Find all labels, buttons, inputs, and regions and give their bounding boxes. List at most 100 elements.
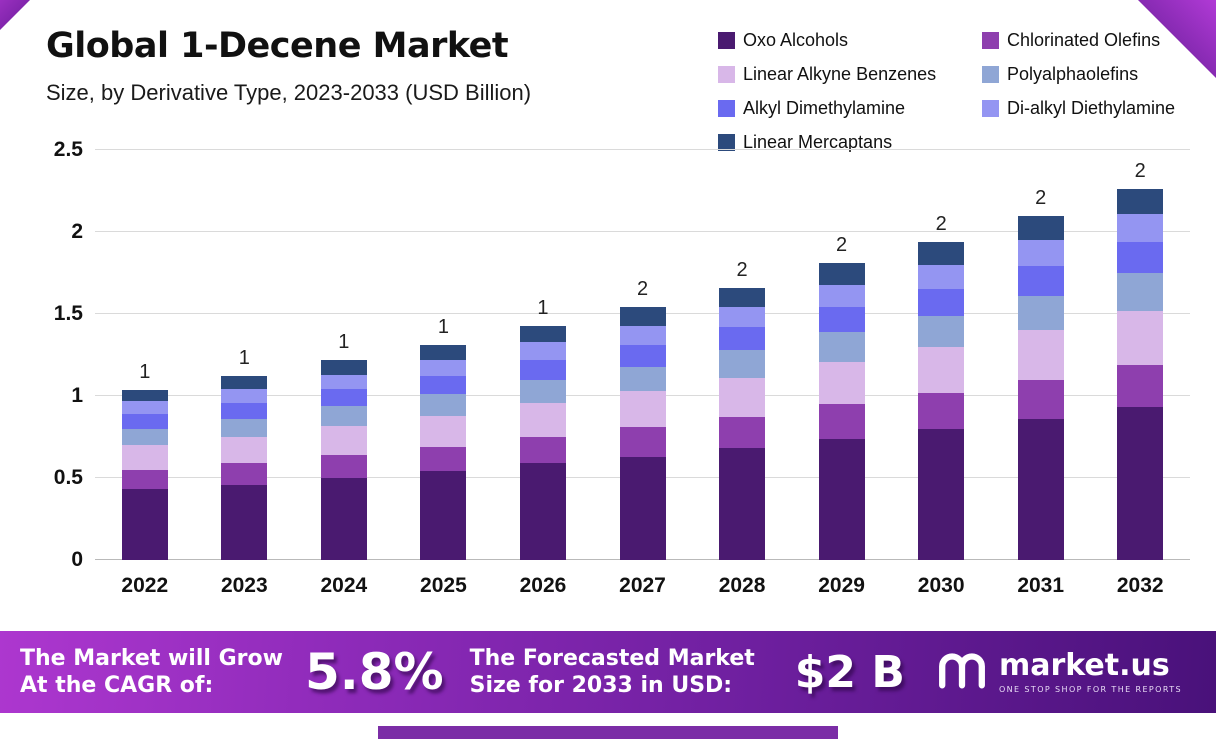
bar-segment [918,346,965,393]
bar-segment [1017,215,1064,241]
bar-total-label: 2 [736,258,748,281]
bar-segment [818,307,865,333]
legend-item: Alkyl Dimethylamine [718,98,968,119]
bar-stack [818,263,865,560]
bar-segment [1117,364,1164,408]
corner-decoration-top-left [0,0,30,30]
bar-segment [1117,189,1164,214]
bar-stack [320,359,367,560]
legend-item: Polyalphaolefins [982,64,1210,85]
bar-segment [221,484,268,560]
forecast-label: The Forecasted Market Size for 2033 in U… [469,645,755,699]
bar-segment [818,332,865,362]
bar-segment [320,359,367,375]
bar-segment [619,345,666,367]
bar-segment [918,264,965,290]
gridline [95,149,1190,150]
bar-segment [719,350,766,378]
bars: 1 1 1 1 1 2 2 2 2 2 2 [95,150,1190,560]
x-tick-label: 2022 [121,574,169,597]
x-tick-label: 2030 [917,574,965,597]
brand-tagline: ONE STOP SHOP FOR THE REPORTS [998,684,1182,694]
bar-segment [719,307,766,328]
bar-segment [1117,241,1164,274]
legend-swatch [982,100,999,117]
bar-stack [1017,215,1064,560]
bar-stack [1117,189,1164,560]
bar-segment [619,366,666,392]
bar-segment [1017,266,1064,296]
bar-2025: 1 [394,316,494,560]
y-tick-label: 2 [71,220,83,243]
bar-stack [918,241,965,560]
bar-segment [818,438,865,560]
bar-segment [121,489,168,560]
bar-segment [918,428,965,560]
bar-stack [420,345,467,560]
x-tick-label: 2026 [519,574,567,597]
legend-item: Linear Mercaptans [718,132,968,153]
bar-segment [1017,330,1064,380]
y-tick-label: 1 [71,384,83,407]
bar-segment [1117,214,1164,242]
header: Global 1-Decene Market Size, by Derivati… [46,26,531,106]
legend-swatch [982,66,999,83]
x-tick-label: 2025 [420,574,467,597]
bar-2024: 1 [294,331,394,560]
bar-segment [1117,273,1164,311]
bar-segment [121,389,168,401]
bar-segment [420,394,467,416]
bar-segment [121,400,168,415]
legend: Oxo Alcohols Chlorinated Olefins Linear Al… [718,30,1210,153]
bar-segment [1117,310,1164,365]
legend-label: Oxo Alcohols [743,30,849,50]
bar-segment [619,391,666,428]
bar-segment [719,287,766,308]
bar-total-label: 1 [238,347,250,370]
forecast-value: $2 B [794,646,905,698]
bar-segment [918,315,965,347]
bar-segment [320,405,367,426]
legend-label: Chlorinated Olefins [1007,30,1161,50]
bar-segment [918,289,965,316]
bar-total-label: 2 [935,212,947,235]
bar-segment [519,379,566,403]
legend-item: Linear Alkyne Benzenes [718,64,968,85]
x-tick-label: 2029 [818,574,865,597]
bar-segment [221,389,268,403]
bar-segment [320,374,367,390]
bottom-accent-strip [378,726,838,739]
bar-segment [221,402,268,419]
bar-segment [519,437,566,464]
bar-total-label: 1 [139,360,151,383]
bar-2026: 1 [493,297,593,560]
bar-segment [619,456,666,560]
bar-stack [719,287,766,560]
legend-label: Polyalphaolefins [1007,64,1139,84]
bar-stack [121,389,168,560]
bar-segment [320,389,367,406]
bar-segment [1017,295,1064,331]
marketus-logo: market.us ONE STOP SHOP FOR THE REPORTS [935,649,1182,695]
bar-segment [121,469,168,490]
bar-segment [420,359,467,377]
bar-segment [519,325,566,342]
y-tick-label: 1.5 [53,302,83,325]
bar-segment [420,376,467,395]
bar-segment [818,263,865,285]
x-tick-label: 2023 [220,574,268,597]
y-tick-label: 0.5 [53,466,83,489]
marketus-wave-icon [935,649,989,695]
x-tick-label: 2032 [1116,574,1164,597]
bar-segment [221,376,268,390]
page-subtitle: Size, by Derivative Type, 2023-2033 (USD… [46,80,532,105]
bar-total-label: 2 [836,234,848,257]
x-axis: 2022 2023 2024 2025 2026 2027 2028 2029 2030 2031… [95,574,1190,598]
legend-item: Oxo Alcohols [718,30,968,51]
bar-segment [1117,407,1164,560]
bar-segment [719,327,766,351]
bar-segment [719,377,766,418]
brand-name: market.us [998,647,1170,683]
bar-segment [619,427,666,457]
